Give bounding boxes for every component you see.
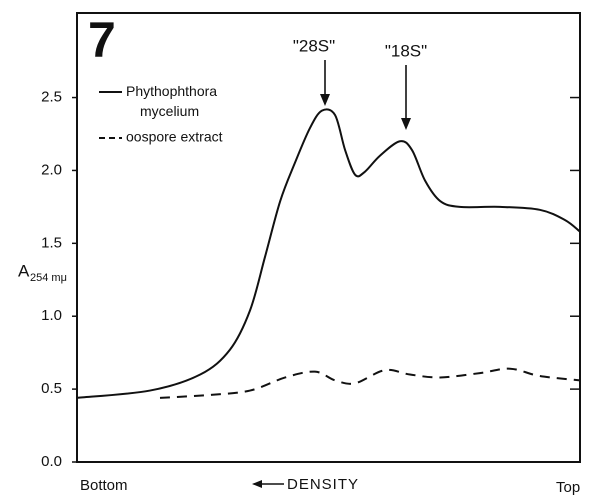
y-tick-label: 2.0 [41, 161, 62, 178]
y-tick-label: 1.0 [41, 307, 62, 324]
y-tick-label: 1.5 [41, 234, 62, 251]
annotation: "28S" [293, 36, 335, 55]
x-start-label: Bottom [80, 477, 128, 494]
x-axis-label: DENSITY [287, 476, 359, 493]
y-tick-label: 0.0 [41, 453, 62, 470]
legend-label: oospore extract [126, 129, 223, 145]
y-tick-label: 0.5 [41, 380, 62, 397]
panel-label: 7 [88, 12, 116, 68]
plot-frame [76, 12, 581, 463]
data-line [159, 367, 581, 399]
annotation: "18S" [385, 41, 427, 60]
y-tick-label: 2.5 [41, 89, 62, 106]
density-arrowhead [252, 480, 262, 488]
annotation-arrowhead [401, 118, 411, 130]
annotation-arrowhead [320, 94, 330, 106]
y-axis-label-sub: 254 mμ [30, 272, 67, 284]
y-axis-label: A [18, 261, 30, 280]
legend-label: Phythophthora mycelium [126, 83, 217, 119]
x-end-label: Top [556, 479, 580, 496]
data-line [76, 108, 581, 399]
